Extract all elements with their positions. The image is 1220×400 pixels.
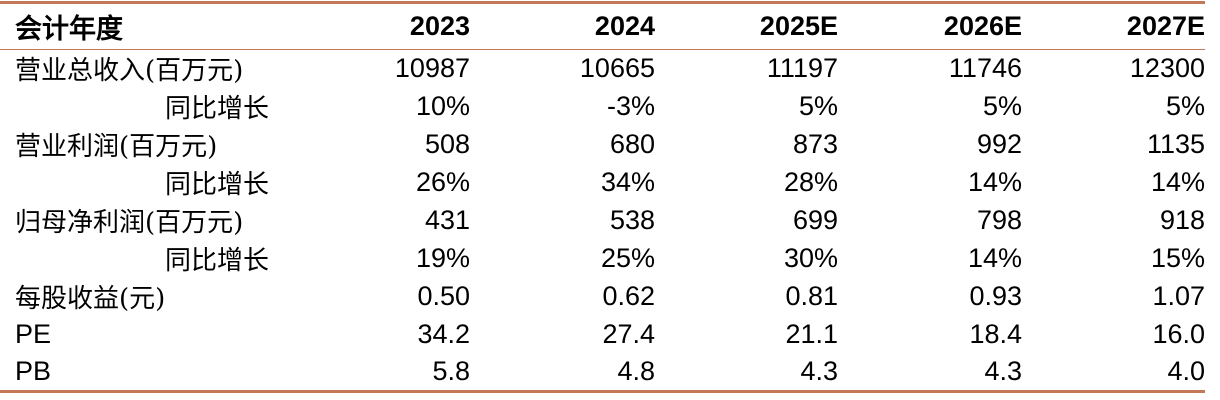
row-label-operating-profit-growth: 同比增长 xyxy=(165,170,270,200)
row-label-eps: 每股收益(元) xyxy=(15,284,166,314)
table-cell: 27.4 xyxy=(602,319,655,349)
table-cell: 680 xyxy=(609,129,655,159)
table-cell: 0.81 xyxy=(785,281,838,311)
table-cell: 15% xyxy=(1150,243,1205,273)
row-label-operating-profit: 营业利润(百万元) xyxy=(15,132,218,162)
table-cell: 5% xyxy=(1165,91,1205,121)
table-cell: 14% xyxy=(967,167,1022,197)
table-cell: 4.0 xyxy=(1167,356,1205,387)
table-cell: 34% xyxy=(600,167,655,197)
financial-forecast-table: 会计年度 2023 2024 2025E 2026E 2027E 营业总收入(百… xyxy=(0,1,1205,393)
table-cell: 34.2 xyxy=(417,319,470,349)
header-year-2025e: 2025E xyxy=(655,2,838,50)
table-cell: 0.93 xyxy=(969,281,1022,311)
table-cell: 508 xyxy=(424,129,470,159)
table-cell: 4.8 xyxy=(617,356,655,387)
table-cell: 10665 xyxy=(579,53,655,84)
row-label-revenue: 营业总收入(百万元) xyxy=(15,56,244,87)
header-year-2026e: 2026E xyxy=(838,2,1022,50)
table-cell: 0.50 xyxy=(417,281,470,311)
table-cell: 538 xyxy=(609,205,655,235)
table-cell: 4.3 xyxy=(984,356,1022,387)
table-cell: 5% xyxy=(798,91,838,121)
table-cell: 1.07 xyxy=(1152,281,1205,311)
table-cell: 873 xyxy=(792,129,838,159)
table-cell: 26% xyxy=(415,167,470,197)
table-cell: 30% xyxy=(783,243,838,273)
table-row: 归母净利润(百万元) 431 538 699 798 918 xyxy=(0,202,1205,240)
table-row: PE 34.2 27.4 21.1 18.4 16.0 xyxy=(0,316,1205,354)
table-cell: 19% xyxy=(415,243,470,273)
header-year-2027e: 2027E xyxy=(1022,2,1205,50)
table-row: PB 5.8 4.8 4.3 4.3 4.0 xyxy=(0,354,1205,392)
table-row: 同比增长 26% 34% 28% 14% 14% xyxy=(0,164,1205,202)
table-cell: 11746 xyxy=(948,53,1022,84)
table-cell: 14% xyxy=(1150,167,1205,197)
table-row: 每股收益(元) 0.50 0.62 0.81 0.93 1.07 xyxy=(0,278,1205,316)
table-cell: 14% xyxy=(967,243,1022,273)
table-row: 同比增长 10% -3% 5% 5% 5% xyxy=(0,88,1205,126)
table-cell: 4.3 xyxy=(800,356,838,387)
table-cell: 1135 xyxy=(1146,129,1205,159)
table-cell: -3% xyxy=(606,91,655,121)
row-label-pb: PB xyxy=(15,356,52,387)
table-row: 营业利润(百万元) 508 680 873 992 1135 xyxy=(0,126,1205,164)
table-cell: 12300 xyxy=(1129,53,1205,84)
row-label-net-profit: 归母净利润(百万元) xyxy=(15,208,244,238)
table-cell: 16.0 xyxy=(1152,319,1205,349)
table-cell: 0.62 xyxy=(602,281,655,311)
table-cell: 918 xyxy=(1159,205,1205,235)
table-cell: 431 xyxy=(424,205,470,235)
table-cell: 10% xyxy=(415,91,470,121)
table-row: 营业总收入(百万元) 10987 10665 11197 11746 12300 xyxy=(0,50,1205,88)
table-cell: 11197 xyxy=(766,53,838,84)
table-header-row: 会计年度 2023 2024 2025E 2026E 2027E xyxy=(0,2,1205,50)
table-cell: 5% xyxy=(982,91,1022,121)
row-label-pe: PE xyxy=(15,319,52,349)
table-cell: 992 xyxy=(976,129,1022,159)
header-year-2023: 2023 xyxy=(290,2,470,50)
table-cell: 5.8 xyxy=(432,356,470,387)
header-fiscal-year: 会计年度 xyxy=(0,2,290,50)
header-year-2024: 2024 xyxy=(470,2,655,50)
row-label-revenue-growth: 同比增长 xyxy=(165,94,270,124)
table-row: 同比增长 19% 25% 30% 14% 15% xyxy=(0,240,1205,278)
table-cell: 10987 xyxy=(394,53,470,84)
table-cell: 699 xyxy=(792,205,838,235)
row-label-net-profit-growth: 同比增长 xyxy=(165,246,270,276)
table-cell: 18.4 xyxy=(969,319,1022,349)
table-cell: 25% xyxy=(600,243,655,273)
table-cell: 798 xyxy=(976,205,1022,235)
table-cell: 21.1 xyxy=(785,319,838,349)
table-cell: 28% xyxy=(783,167,838,197)
